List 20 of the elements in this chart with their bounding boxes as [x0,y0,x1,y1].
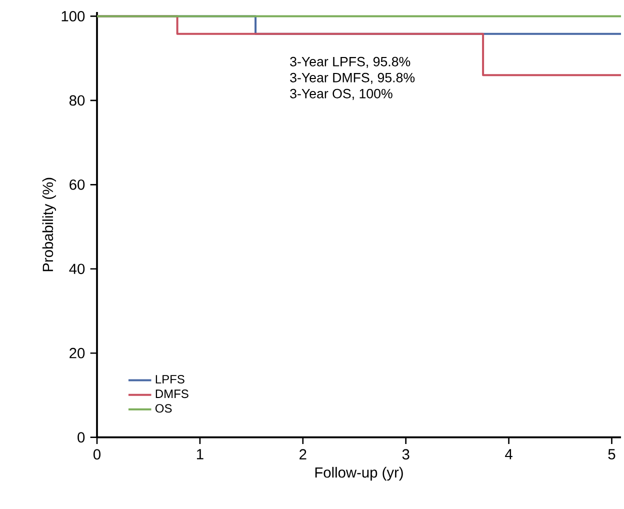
y-tick-label: 0 [78,432,85,442]
annotation: 3-Year LPFS, 95.8% [290,56,410,68]
x-tick-label: 1 [196,449,204,460]
x-tick-label: 5 [608,449,616,460]
x-tick-label: 4 [505,449,512,460]
annotation: 3-Year DMFS, 95.8% [290,72,415,84]
x-tick-label: 0 [93,449,100,460]
x-tick-label: 3 [402,449,410,460]
y-tick-label: 100 [62,10,85,22]
y-tick-label: 80 [69,95,85,106]
y-tick-label: 60 [70,179,85,190]
legend-label: OS [155,404,172,412]
y-tick-label: 20 [70,348,85,358]
y-axis-title: Probability (%) [42,178,56,271]
annotation: 3-Year OS, 100% [290,88,392,100]
x-tick-label: 2 [300,449,306,460]
legend-label: LPFS [156,374,184,384]
y-tick-label: 40 [69,264,85,274]
legend-label: DMFS [156,389,188,398]
x-axis-title: Follow-up (yr) [315,466,403,480]
